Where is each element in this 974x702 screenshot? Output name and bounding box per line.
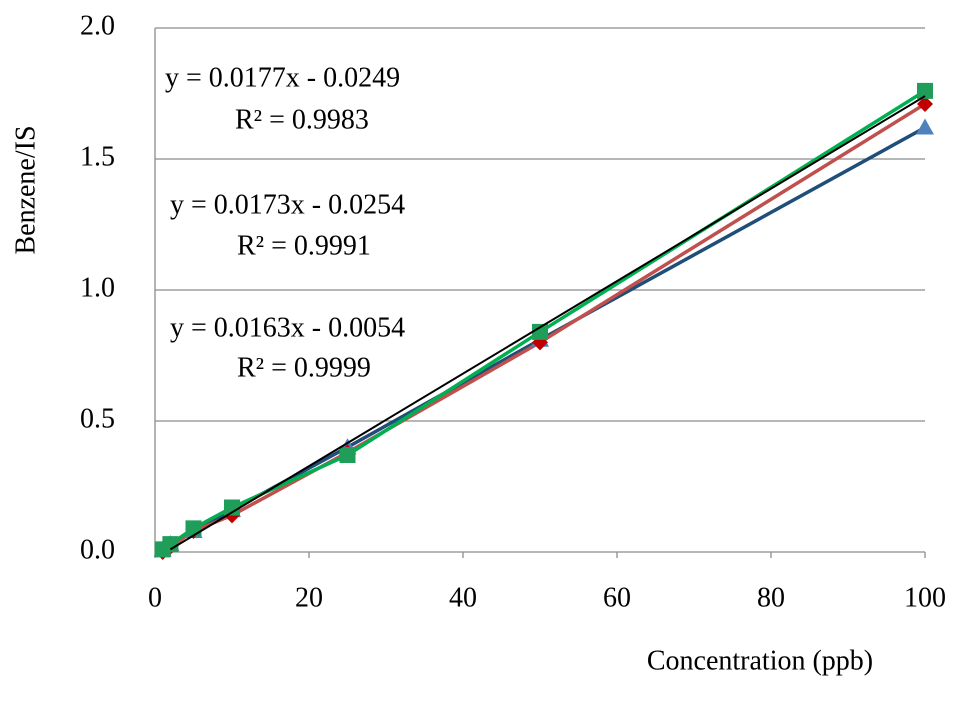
x-tick-label: 20 [295,582,323,613]
y-tick-label: 0.5 [80,403,115,434]
annotation: R² = 0.9999 [237,352,371,383]
marker [917,95,933,112]
annotation: R² = 0.9991 [237,230,371,261]
x-tick-label: 80 [757,582,785,613]
trendline [169,95,926,551]
annotation: y = 0.0177x - 0.0249 [165,62,400,93]
y-tick-label: 1.0 [80,272,115,303]
marker [916,118,934,135]
marker [917,82,933,99]
marker [185,520,202,537]
annotation: y = 0.0173x - 0.0254 [170,189,405,220]
y-tick-label: 0.0 [80,534,115,565]
marker [224,499,240,516]
annotation: y = 0.0163x - 0.0054 [170,312,405,343]
marker [532,323,548,340]
x-axis-label: Concentration (ppb) [647,645,873,676]
marker [339,447,356,464]
marker [162,536,179,553]
y-axis-label: Benzene/IS [10,125,41,254]
x-tick-label: 100 [904,582,946,613]
x-tick-label: 40 [449,582,477,613]
y-tick-label: 1.5 [80,141,115,172]
x-tick-label: 0 [148,582,162,613]
x-tick-label: 60 [603,582,631,613]
y-tick-label: 2.0 [80,10,115,41]
annotation: R² = 0.9983 [235,104,369,135]
